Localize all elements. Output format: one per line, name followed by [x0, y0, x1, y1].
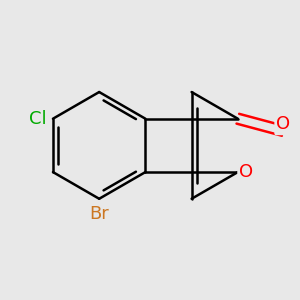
Text: O: O: [276, 116, 290, 134]
Text: Cl: Cl: [28, 110, 46, 128]
Text: O: O: [239, 163, 253, 181]
Text: Br: Br: [89, 206, 109, 224]
